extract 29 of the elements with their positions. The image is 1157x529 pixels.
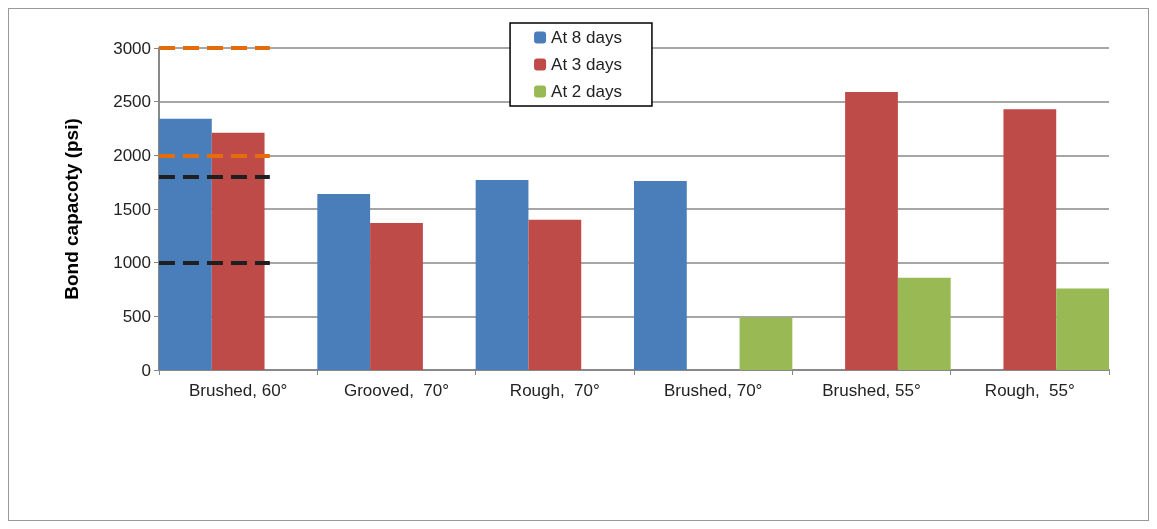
legend-label: At 8 days <box>551 28 622 47</box>
y-tick-label: 2500 <box>113 92 151 112</box>
bar <box>370 222 423 370</box>
bar <box>634 181 687 370</box>
y-axis-title: Bond capacoty (psi) <box>61 118 82 300</box>
x-tick-label: Rough, 55° <box>984 381 1075 400</box>
bar <box>739 317 793 370</box>
y-tick-label: 1500 <box>113 199 151 219</box>
x-tick-label: Brushed, 55° <box>822 381 921 400</box>
bar <box>159 118 212 370</box>
y-tick-label: 0 <box>141 360 151 380</box>
y-tick-label: 3000 <box>113 38 151 58</box>
bar <box>211 132 265 370</box>
bar <box>317 193 371 370</box>
bar <box>1056 288 1109 370</box>
x-tick-label: Brushed, 60° <box>188 381 288 400</box>
x-tick-label: Rough, 70° <box>509 381 600 400</box>
bar <box>475 180 529 370</box>
x-tick-label: Grooved, 70° <box>343 381 450 400</box>
bar <box>1003 109 1057 370</box>
y-tick-label: 1000 <box>113 253 151 273</box>
bar <box>845 92 898 370</box>
y-tick-label: 500 <box>122 306 151 326</box>
legend-label: At 3 days <box>551 55 622 74</box>
bar <box>897 277 951 370</box>
x-tick-label: Brushed, 70° <box>663 381 763 400</box>
y-tick-label: 2000 <box>113 145 151 165</box>
legend-label: At 2 days <box>551 82 622 101</box>
bar <box>528 219 582 370</box>
